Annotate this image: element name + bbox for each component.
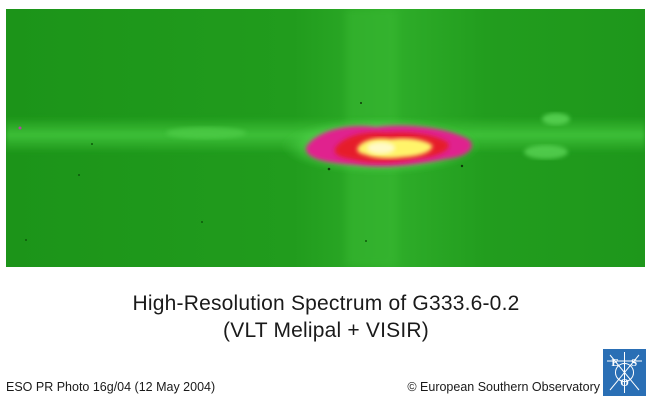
noise-dot: [78, 174, 80, 176]
band-knot-right: [542, 113, 570, 125]
noise-dot: [365, 240, 367, 242]
caption-subtitle: (VLT Melipal + VISIR): [223, 319, 429, 342]
svg-text:E: E: [611, 357, 618, 369]
noise-dot: [18, 126, 22, 130]
noise-dot: [360, 102, 362, 104]
spectrum-image: [6, 9, 645, 267]
photo-release-id: ESO PR Photo 16g/04 (12 May 2004): [6, 380, 216, 394]
noise-dot: [201, 221, 203, 223]
band-knot-right-lower: [524, 145, 568, 159]
svg-text:S: S: [631, 357, 637, 369]
noise-dot: [327, 167, 331, 171]
noise-dot: [91, 143, 93, 145]
caption-title: High-Resolution Spectrum of G333.6-0.2: [132, 292, 520, 315]
svg-text:O: O: [620, 377, 629, 389]
eso-logo-icon: E S O: [603, 349, 646, 396]
band-knot-left: [166, 127, 246, 139]
noise-dot: [25, 239, 27, 241]
copyright-notice: © European Southern Observatory: [407, 380, 600, 394]
noise-dot: [460, 164, 464, 168]
emission-hotspot: [367, 142, 395, 154]
